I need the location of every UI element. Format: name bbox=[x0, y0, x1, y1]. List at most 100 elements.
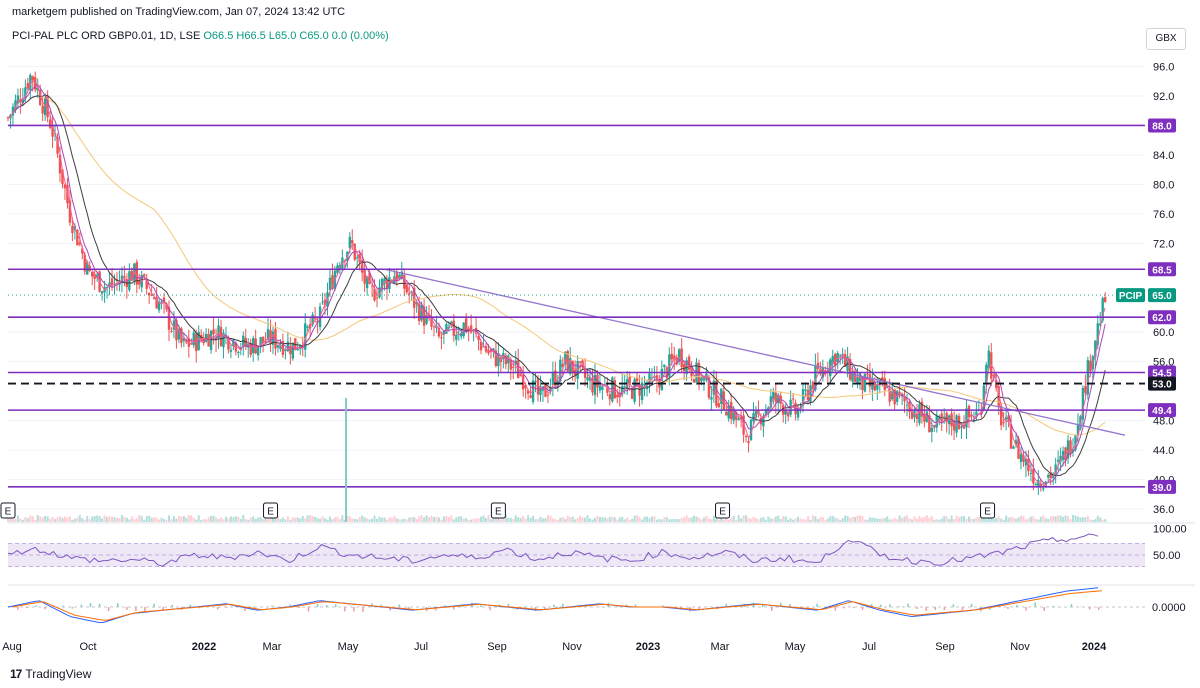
volume-bar bbox=[338, 519, 341, 522]
candle-body bbox=[947, 415, 951, 425]
x-tick-label: May bbox=[338, 641, 359, 653]
volume-bar bbox=[393, 516, 396, 522]
macd-histogram-bar bbox=[889, 604, 891, 607]
candle-body bbox=[388, 276, 391, 290]
brand-label: TradingView bbox=[25, 667, 92, 681]
volume-bar bbox=[480, 516, 483, 522]
macd-histogram-bar bbox=[589, 606, 591, 607]
volume-bar bbox=[306, 515, 309, 522]
volume-bar bbox=[234, 516, 237, 522]
volume-bar bbox=[908, 518, 911, 522]
volume-bar bbox=[294, 517, 297, 522]
volume-bar bbox=[876, 518, 879, 522]
earnings-marker-label: E bbox=[267, 507, 274, 518]
x-tick-label: Nov bbox=[562, 641, 582, 653]
volume-bar bbox=[499, 519, 502, 522]
volume-bar bbox=[819, 517, 822, 522]
publisher-line: marketgem published on TradingView.com, … bbox=[12, 6, 346, 18]
volume-bar bbox=[593, 517, 596, 522]
volume-bar bbox=[720, 516, 723, 522]
volume-bar bbox=[445, 515, 448, 522]
volume-bar bbox=[893, 518, 896, 522]
volume-bar bbox=[955, 515, 958, 522]
volume-bar bbox=[19, 518, 22, 522]
volume-bar bbox=[641, 519, 644, 522]
candle-body bbox=[890, 391, 894, 400]
candle-body bbox=[910, 411, 914, 419]
volume-bar bbox=[185, 517, 188, 522]
volume-bar bbox=[579, 515, 582, 522]
volume-bar bbox=[628, 519, 631, 522]
candle-body bbox=[772, 391, 775, 400]
volume-bar bbox=[886, 516, 889, 522]
candle-body bbox=[78, 242, 82, 245]
candle-body bbox=[945, 412, 948, 423]
volume-bar bbox=[1005, 515, 1008, 522]
candle-body bbox=[145, 278, 148, 289]
volume-bar bbox=[319, 518, 322, 522]
volume-bar bbox=[160, 517, 163, 522]
volume-bar bbox=[883, 518, 886, 522]
candle-body bbox=[737, 418, 740, 421]
volume-bar bbox=[276, 515, 279, 522]
volume-bar bbox=[415, 519, 418, 522]
volume-bar bbox=[482, 515, 485, 522]
volume-bar bbox=[111, 516, 114, 522]
candle-body bbox=[11, 106, 15, 116]
macd-histogram-bar bbox=[71, 607, 74, 609]
volume-bar bbox=[514, 515, 517, 522]
candle-body bbox=[633, 379, 636, 402]
volume-bar bbox=[81, 518, 84, 522]
price-tag-label: 65.0 bbox=[1152, 291, 1172, 302]
candle-body bbox=[732, 410, 735, 421]
candle-body bbox=[321, 301, 324, 303]
volume-bar bbox=[816, 519, 819, 522]
macd-histogram-bar bbox=[226, 607, 228, 608]
volume-bar bbox=[967, 516, 970, 522]
volume-bar bbox=[858, 515, 861, 522]
candle-body bbox=[583, 368, 587, 379]
volume-bar bbox=[685, 515, 688, 522]
candle-body bbox=[791, 398, 795, 400]
candle-body bbox=[76, 229, 79, 246]
volume-bar bbox=[44, 516, 47, 522]
volume-bar bbox=[702, 517, 705, 522]
candle-body bbox=[578, 361, 582, 363]
candle-body bbox=[588, 377, 592, 381]
volume-bar bbox=[1022, 515, 1025, 522]
macd-histogram-bar bbox=[144, 607, 146, 612]
candle-body bbox=[29, 75, 32, 91]
ma-slow-line bbox=[7, 94, 1106, 477]
candle-body bbox=[764, 409, 768, 415]
symbol-title: PCI-PAL PLC ORD GBP0.01, 1D, LSE bbox=[12, 30, 201, 42]
volume-bar bbox=[747, 517, 750, 522]
macd-histogram-bar bbox=[380, 604, 382, 607]
volume-bar bbox=[148, 515, 151, 522]
candle-body bbox=[749, 419, 753, 441]
volume-bar bbox=[519, 517, 522, 522]
volume-bar bbox=[262, 518, 265, 522]
volume-bar bbox=[898, 515, 901, 522]
volume-bar bbox=[851, 516, 854, 522]
macd-histogram-bar bbox=[861, 607, 864, 610]
currency-button[interactable]: GBX bbox=[1146, 28, 1186, 50]
candle-body bbox=[992, 375, 995, 377]
volume-bar bbox=[787, 519, 790, 522]
volume-bar bbox=[985, 519, 988, 522]
volume-bar bbox=[757, 519, 760, 522]
volume-bar bbox=[190, 515, 193, 522]
x-tick-label: 2023 bbox=[636, 641, 660, 653]
tradingview-logo-icon: 17 bbox=[10, 667, 22, 681]
candle-body bbox=[41, 105, 44, 114]
candle-body bbox=[863, 373, 867, 392]
macd-histogram-bar bbox=[662, 605, 664, 607]
candle-body bbox=[172, 320, 176, 330]
candle-body bbox=[965, 408, 968, 428]
macd-histogram-bar bbox=[898, 606, 900, 607]
volume-bar bbox=[730, 517, 733, 522]
volume-bar bbox=[182, 515, 185, 522]
volume-bar bbox=[336, 516, 339, 522]
volume-bar bbox=[123, 516, 126, 522]
candle-body bbox=[31, 76, 34, 81]
